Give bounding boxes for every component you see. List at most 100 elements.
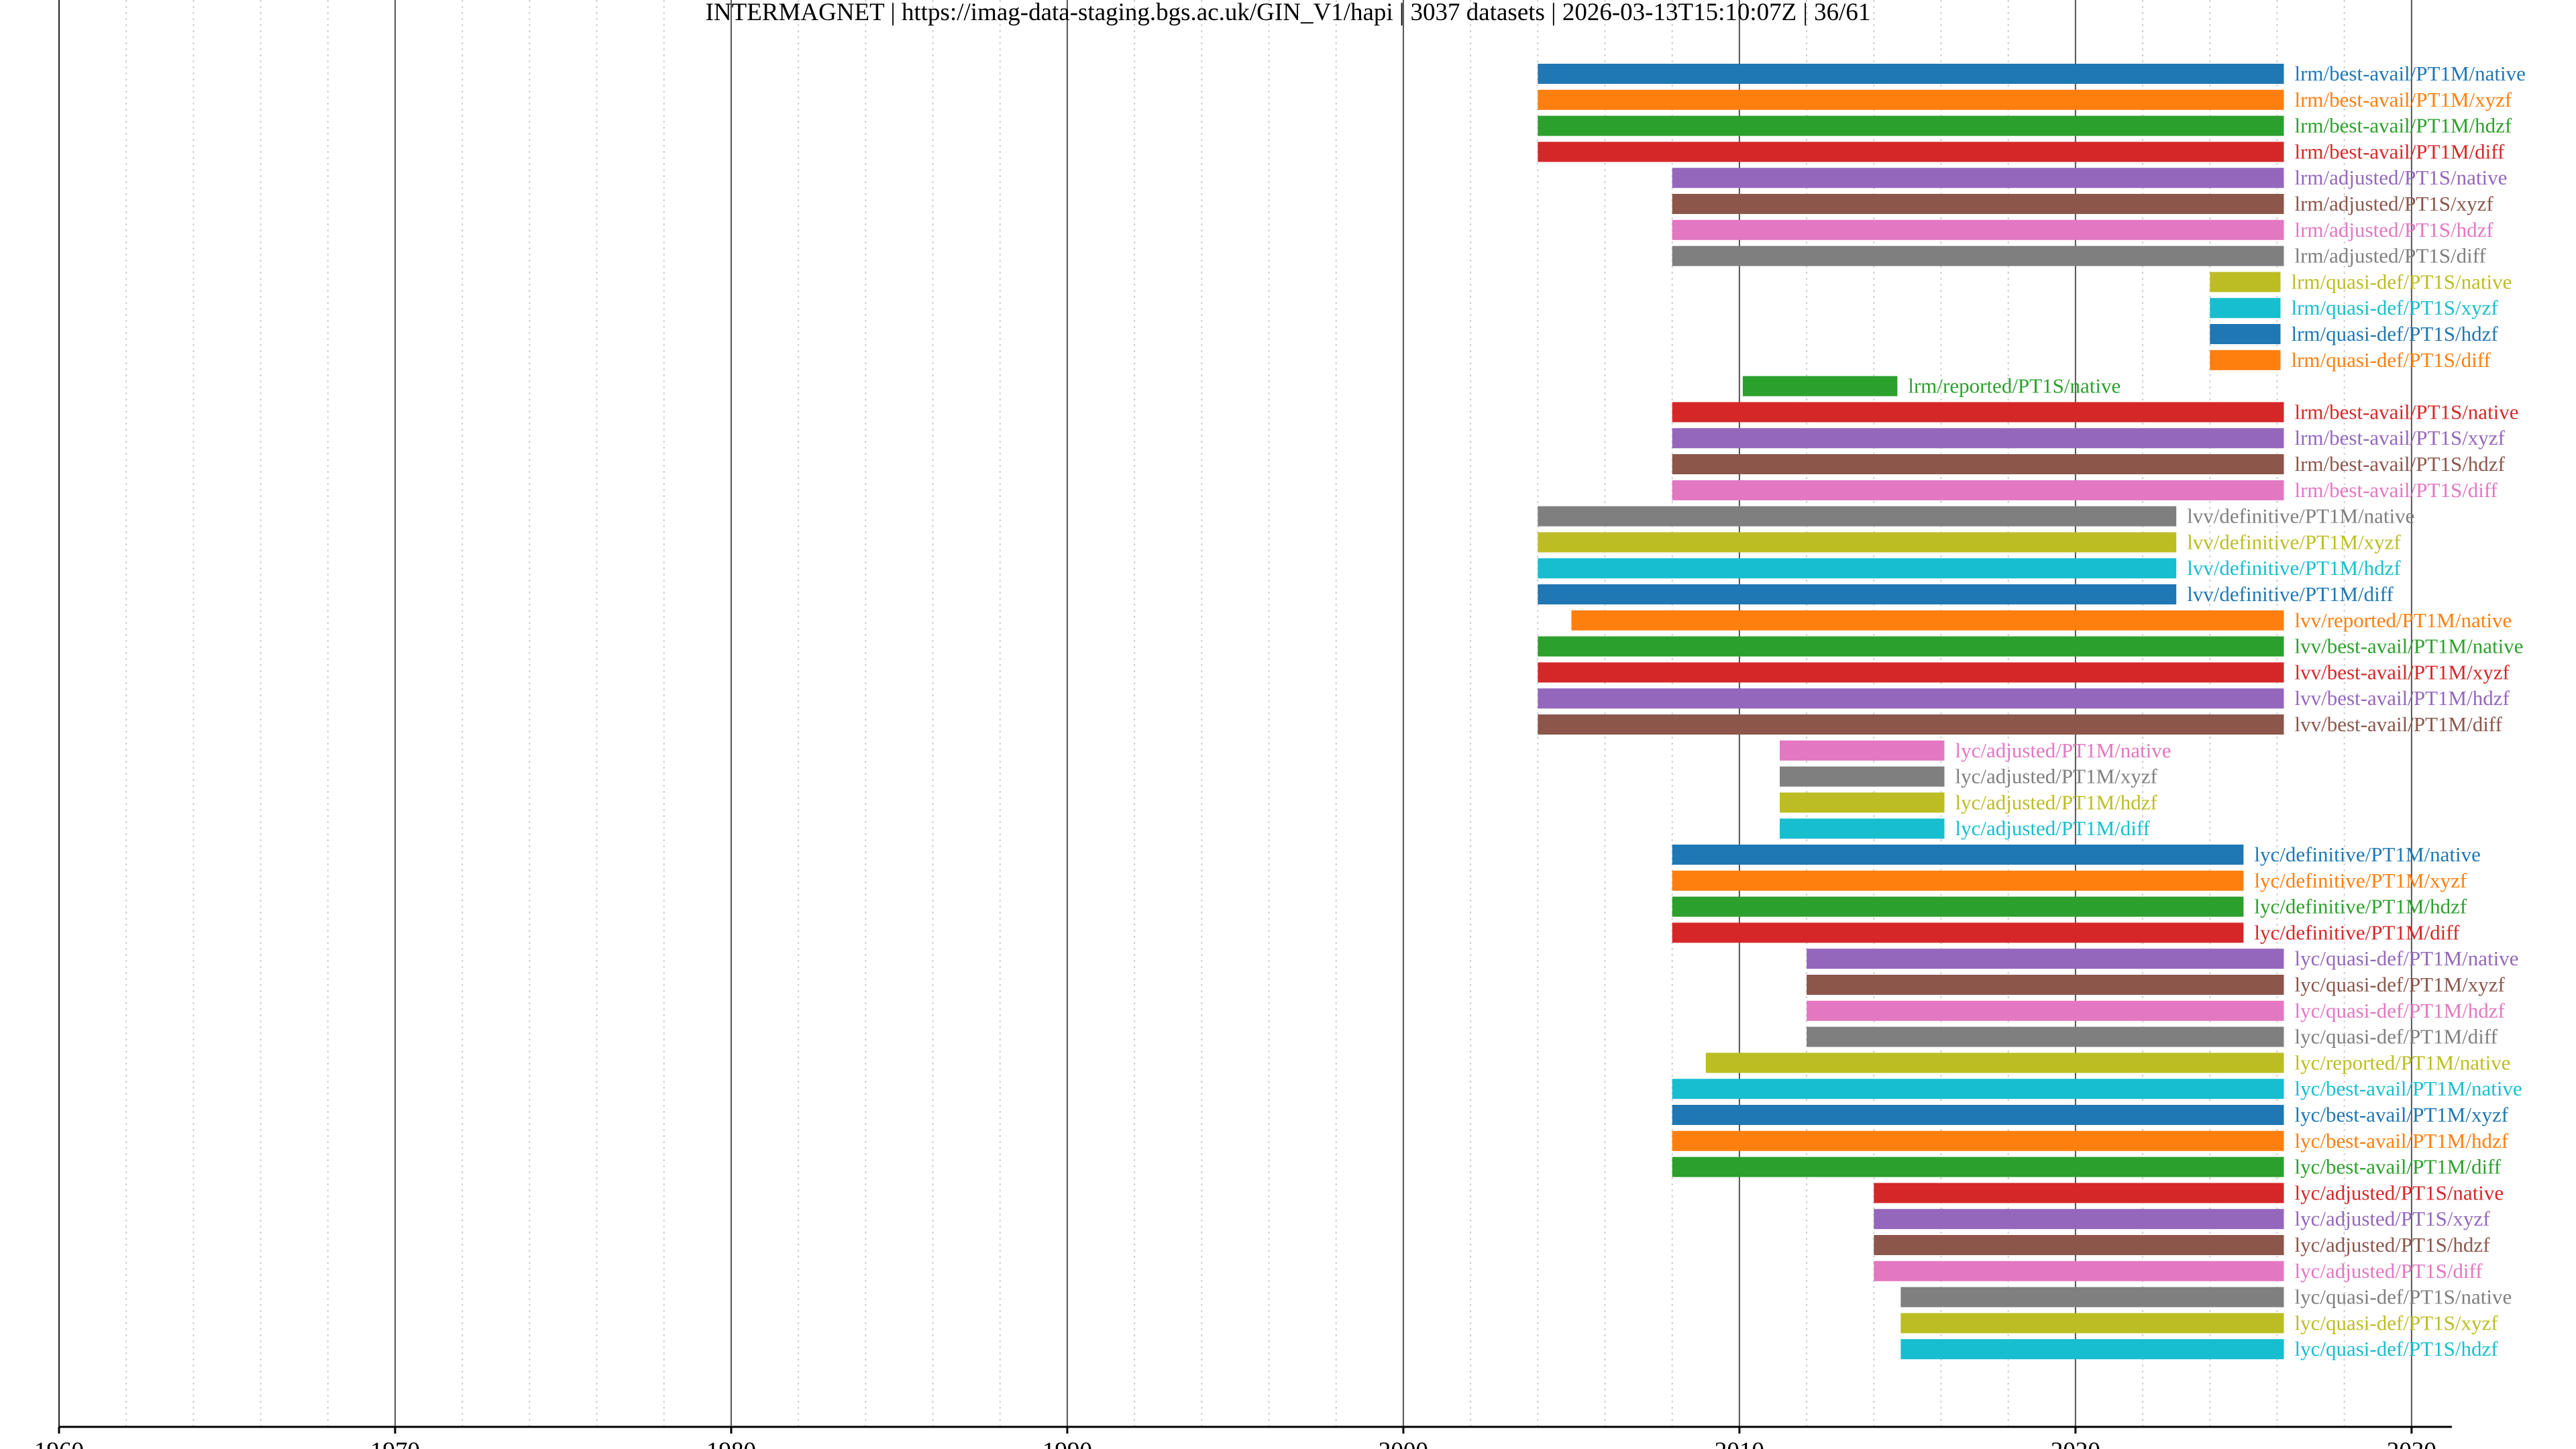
timeline-bar [1538, 584, 2177, 604]
timeline-bar [1705, 1053, 2284, 1073]
timeline-bar [1672, 1157, 2284, 1177]
x-tick-label: 2000 [1379, 1438, 1428, 1449]
bar-label: lvv/definitive/PT1M/hdzf [2187, 556, 2401, 580]
bar-label: lyc/best-avail/PT1M/xyzf [2295, 1103, 2509, 1126]
timeline-bar [1538, 532, 2177, 553]
timeline-bar [1538, 89, 2284, 110]
bar-label: lyc/adjusted/PT1S/hdzf [2295, 1233, 2491, 1256]
timeline-bar [1900, 1287, 2284, 1307]
timeline-bar [1538, 688, 2284, 709]
bar-label: lrm/best-avail/PT1M/diff [2295, 140, 2506, 163]
bar-label: lvv/reported/PT1M/native [2295, 608, 2512, 632]
bars [1538, 64, 2284, 1360]
bar-label: lrm/quasi-def/PT1S/xyzf [2291, 296, 2498, 319]
timeline-bar [1672, 402, 2284, 423]
x-axis: 1960 1970 1980 1990 2000 2010 2020 2030 [34, 1426, 2452, 1449]
x-tick-label: 2020 [2051, 1438, 2100, 1449]
timeline-bar [1672, 1105, 2284, 1125]
bar-label: lyc/adjusted/PT1S/native [2295, 1181, 2504, 1204]
timeline-bar [1538, 558, 2177, 579]
bar-label: lvv/best-avail/PT1M/diff [2295, 712, 2503, 736]
timeline-bar [1672, 896, 2244, 917]
x-tick-label: 1990 [1042, 1438, 1092, 1449]
timeline-bar [1538, 64, 2284, 84]
bar-label: lyc/best-avail/PT1M/hdzf [2295, 1129, 2509, 1152]
bar-label: lrm/quasi-def/PT1S/hdzf [2291, 322, 2498, 345]
timeline-bar [2210, 272, 2281, 292]
bar-label: lyc/quasi-def/PT1S/xyzf [2295, 1311, 2499, 1334]
timeline-bar [2210, 350, 2281, 370]
bar-label: lrm/best-avail/PT1M/xyzf [2295, 88, 2512, 111]
timeline-bar [1874, 1183, 2284, 1203]
x-tick-label: 2010 [1715, 1438, 1764, 1449]
bar-label: lrm/best-avail/PT1S/native [2295, 400, 2519, 423]
timeline-bar [1538, 714, 2284, 735]
timeline-bar [1538, 662, 2284, 683]
bar-label: lyc/definitive/PT1M/native [2254, 843, 2481, 866]
bar-label: lrm/adjusted/PT1S/xyzf [2295, 192, 2494, 215]
timeline-bar [1807, 1000, 2284, 1021]
timeline-bar [1874, 1235, 2284, 1255]
timeline-bar [1780, 818, 1945, 839]
bar-label: lyc/quasi-def/PT1M/diff [2295, 1025, 2498, 1049]
timeline-bar [1874, 1260, 2284, 1281]
bar-label: lyc/adjusted/PT1M/native [1955, 739, 2171, 762]
timeline-bar [1538, 115, 2284, 136]
timeline-bar [1742, 376, 1898, 396]
timeline-bar [1780, 740, 1945, 761]
bar-label: lrm/best-avail/PT1S/xyzf [2295, 426, 2506, 449]
timeline-bar [1807, 975, 2284, 995]
x-tick-label: 1980 [706, 1438, 756, 1449]
timeline-bar [1538, 142, 2284, 162]
timeline-bar [1672, 246, 2284, 266]
timeline-bar [1538, 506, 2177, 527]
bar-label: lvv/best-avail/PT1M/hdzf [2295, 686, 2510, 710]
chart-title: INTERMAGNET | https://imag-data-staging.… [706, 0, 1871, 26]
bar-label: lrm/adjusted/PT1S/diff [2295, 244, 2487, 268]
bar-label: lyc/adjusted/PT1S/diff [2295, 1259, 2483, 1283]
timeline-bar [1874, 1209, 2284, 1230]
timeline-bar [1900, 1339, 2284, 1360]
timeline-bar [2210, 324, 2281, 344]
timeline-bar [1538, 636, 2284, 657]
timeline-bar [1780, 766, 1945, 787]
bar-label: lyc/definitive/PT1M/diff [2254, 920, 2460, 944]
timeline-bar [1672, 194, 2284, 214]
bar-label: lyc/quasi-def/PT1M/native [2295, 947, 2519, 970]
x-tick-label: 1960 [34, 1438, 84, 1449]
bar-label: lvv/definitive/PT1M/xyzf [2187, 530, 2401, 553]
bar-label: lyc/adjusted/PT1M/xyzf [1955, 765, 2158, 788]
bar-label: lvv/best-avail/PT1M/xyzf [2295, 660, 2510, 684]
bar-labels: lrm/best-avail/PT1M/native lrm/best-avail… [1908, 62, 2526, 1360]
bar-label: lrm/adjusted/PT1S/hdzf [2295, 218, 2494, 241]
timeline-bar [1780, 792, 1945, 813]
bar-label: lyc/definitive/PT1M/hdzf [2254, 895, 2467, 918]
timeline-bar [1672, 454, 2284, 474]
timeline-bar [1672, 870, 2244, 891]
timeline-bar [1900, 1313, 2284, 1334]
bar-label: lrm/adjusted/PT1S/native [2295, 166, 2508, 189]
bar-label: lyc/adjusted/PT1M/hdzf [1955, 790, 2158, 814]
x-tick-label: 2030 [2387, 1438, 2436, 1449]
bar-label: lrm/best-avail/PT1M/native [2295, 62, 2526, 85]
timeline-bar [2210, 298, 2281, 319]
timeline-bar [1672, 219, 2284, 240]
bar-label: lrm/best-avail/PT1S/diff [2295, 478, 2498, 502]
bar-label: lyc/adjusted/PT1S/xyzf [2295, 1207, 2491, 1230]
bar-label: lvv/best-avail/PT1M/native [2295, 635, 2524, 658]
bar-label: lrm/reported/PT1S/native [1908, 374, 2121, 398]
bar-label: lyc/best-avail/PT1M/diff [2295, 1155, 2502, 1179]
bar-label: lyc/adjusted/PT1M/diff [1955, 816, 2151, 840]
bar-label: lyc/best-avail/PT1M/native [2295, 1077, 2522, 1100]
bar-label: lrm/best-avail/PT1S/hdzf [2295, 452, 2506, 476]
bar-label: lrm/best-avail/PT1M/hdzf [2295, 114, 2512, 138]
timeline-bar [1571, 610, 2284, 631]
x-tick-label: 1970 [370, 1438, 420, 1449]
bar-label: lyc/reported/PT1M/native [2295, 1051, 2511, 1074]
bar-label: lvv/definitive/PT1M/diff [2187, 582, 2394, 606]
bar-label: lyc/quasi-def/PT1S/native [2295, 1285, 2512, 1309]
timeline-bar [1672, 168, 2284, 189]
timeline-bar [1672, 845, 2244, 865]
bar-label: lrm/quasi-def/PT1S/native [2291, 270, 2512, 293]
